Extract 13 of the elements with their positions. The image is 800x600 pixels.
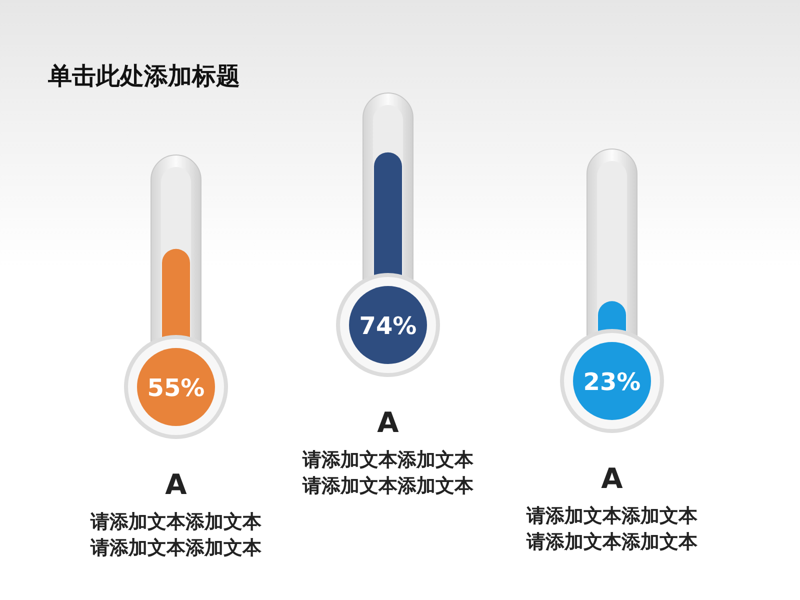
text: 请添加文本添加文本 (90, 537, 262, 559)
text: 请添加文本添加文本 (526, 505, 698, 527)
data-label: 23% (583, 368, 641, 396)
category-label: A (377, 406, 400, 439)
data-label: 74% (359, 312, 417, 340)
category-label: A (165, 468, 188, 501)
text: 请添加文本添加文本 (302, 449, 474, 471)
text: 请添加文本添加文本 (90, 511, 262, 533)
text: 单击此处添加标题 (47, 62, 240, 90)
text: 请添加文本添加文本 (302, 475, 474, 497)
text: 请添加文本添加文本 (526, 531, 698, 553)
category-label: A (601, 462, 624, 495)
data-label: 55% (147, 374, 205, 402)
